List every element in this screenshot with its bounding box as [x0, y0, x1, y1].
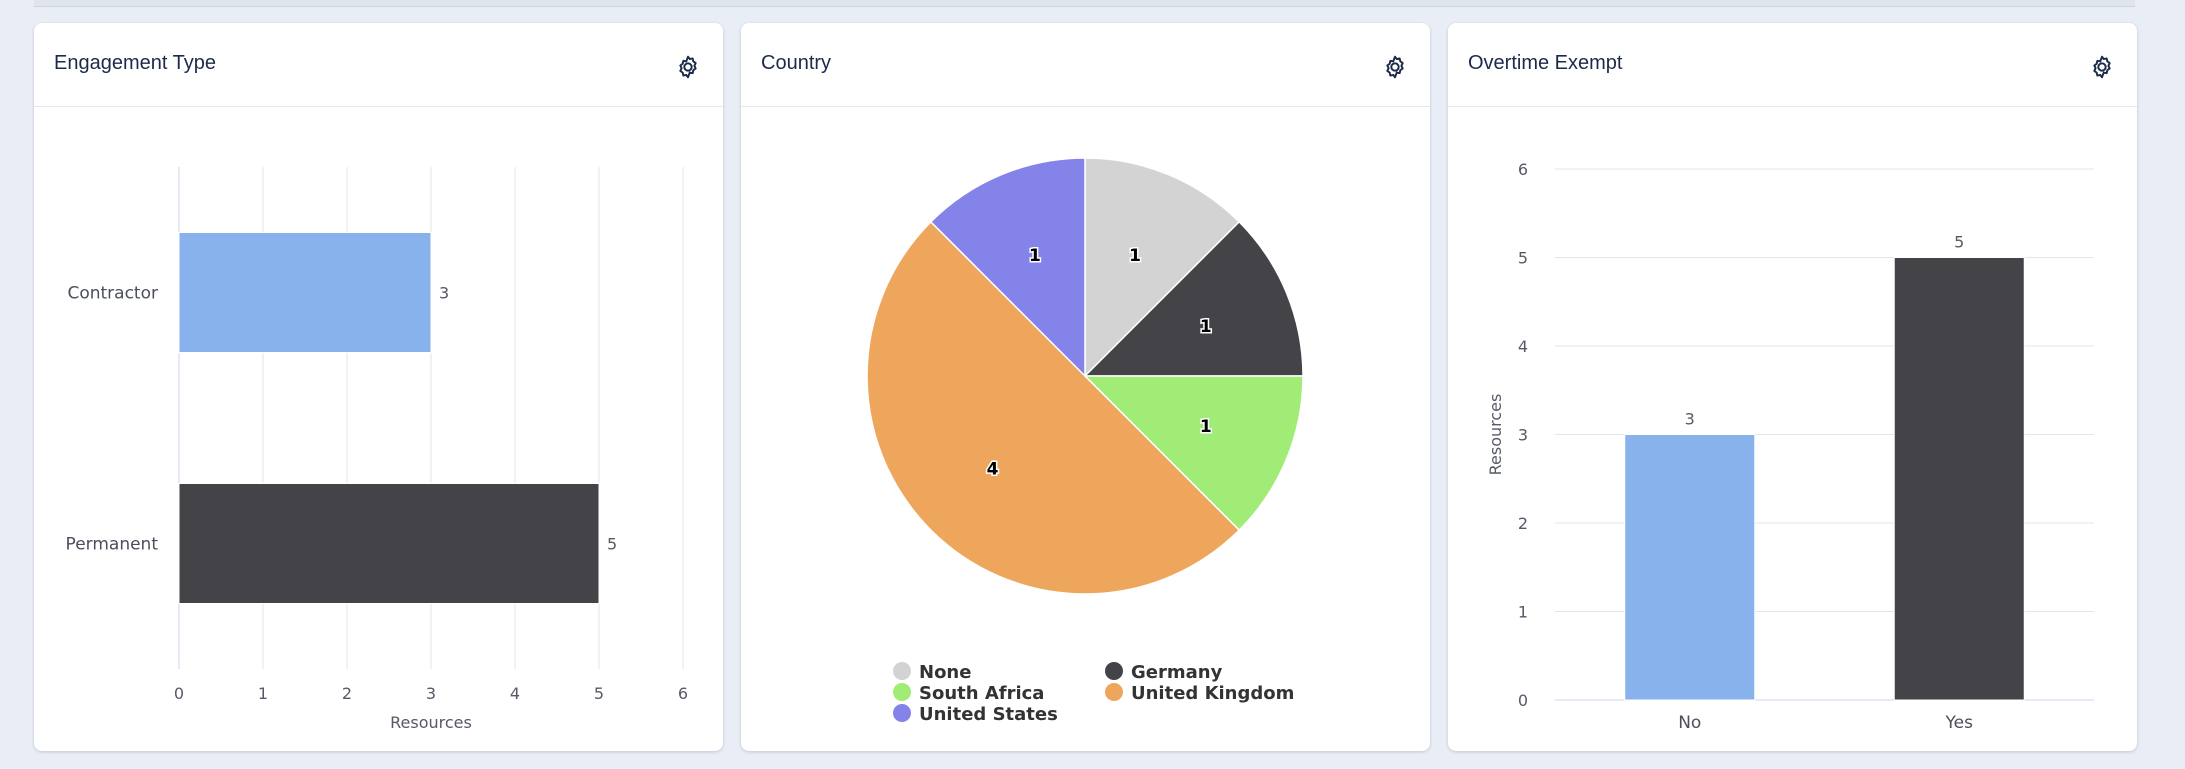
- y-axis-title: Resources: [1486, 394, 1505, 476]
- legend-item: South Africa: [919, 683, 1044, 704]
- slice-label: 1: [1129, 246, 1141, 266]
- legend-marker: [893, 704, 911, 722]
- pie-slice: [1083, 220, 1304, 377]
- panel-header: Country: [741, 23, 1430, 107]
- category-label: No: [1678, 713, 1701, 733]
- panel-header: Overtime Exempt: [1448, 23, 2137, 107]
- y-tick-label: 5: [1518, 249, 1528, 268]
- gear-icon[interactable]: [675, 54, 701, 80]
- bar: [1624, 434, 1756, 701]
- engagement-type-chart: 0 1 2 3 4 5 6 Resources 3 Contractor 5 Permanent: [66, 167, 688, 732]
- category-label: Permanent: [66, 535, 159, 555]
- y-tick-label: 0: [1518, 691, 1528, 710]
- y-tick-label: 3: [1518, 426, 1528, 445]
- x-tick-label: 3: [426, 684, 436, 703]
- slice-label: 1: [1200, 417, 1212, 437]
- category-label: Contractor: [67, 284, 158, 304]
- x-tick-label: 1: [258, 684, 268, 703]
- legend-marker: [893, 683, 911, 701]
- country-panel: Country 1 1 1 4 1 None Germany South Africa Unit…: [741, 23, 1430, 751]
- x-tick-label: 6: [678, 684, 688, 703]
- legend-marker: [893, 662, 911, 680]
- legend-marker: [1105, 683, 1123, 701]
- panel-title: Overtime Exempt: [1468, 52, 1623, 74]
- x-tick-label: 2: [342, 684, 352, 703]
- legend-marker: [1105, 662, 1123, 680]
- legend-item: United Kingdom: [1131, 683, 1294, 704]
- x-tick-label: 5: [594, 684, 604, 703]
- category-label: Yes: [1945, 713, 1974, 733]
- data-label: 5: [607, 535, 617, 554]
- y-tick-label: 1: [1518, 603, 1528, 622]
- legend-item: United States: [919, 704, 1058, 725]
- panel-header: Engagement Type: [34, 23, 723, 107]
- slice-label: 4: [987, 459, 999, 479]
- bar: [1893, 257, 2025, 701]
- pie-slice: [866, 220, 1241, 595]
- y-tick-label: 4: [1518, 337, 1528, 356]
- pie-slice: [1084, 157, 1241, 378]
- x-axis-title: Resources: [390, 713, 472, 732]
- data-label: 3: [1685, 410, 1695, 429]
- overtime-exempt-chart: 0 1 2 3 4 5 6 Resources 3 No 5 Yes: [1486, 160, 2094, 733]
- gear-icon[interactable]: [1382, 54, 1408, 80]
- top-strip: [34, 0, 2135, 7]
- data-label: 5: [1954, 233, 1964, 252]
- y-tick-label: 2: [1518, 514, 1528, 533]
- gear-icon[interactable]: [2089, 54, 2115, 80]
- panel-title: Country: [761, 52, 832, 74]
- country-chart: 1 1 1 4 1 None Germany South Africa United Kingd…: [866, 157, 1304, 725]
- data-label: 3: [439, 284, 449, 303]
- pie-slice: [929, 157, 1086, 378]
- legend-item: Germany: [1131, 662, 1223, 683]
- overtime-exempt-panel: Overtime Exempt 0 1 2 3 4 5 6 Resources 3 No 5 Yes: [1448, 23, 2137, 751]
- slice-label: 1: [1029, 246, 1041, 266]
- slice-label: 1: [1200, 317, 1212, 337]
- panel-title: Engagement Type: [54, 52, 216, 74]
- x-tick-label: 4: [510, 684, 520, 703]
- y-tick-label: 6: [1518, 160, 1528, 179]
- bar: [178, 232, 432, 353]
- x-tick-label: 0: [174, 684, 184, 703]
- engagement-type-panel: Engagement Type 0 1 2 3 4 5 6 Resources 3 Contrac…: [34, 23, 723, 751]
- bar: [178, 483, 600, 604]
- legend-item: None: [919, 662, 971, 683]
- pie-slice: [1083, 375, 1304, 532]
